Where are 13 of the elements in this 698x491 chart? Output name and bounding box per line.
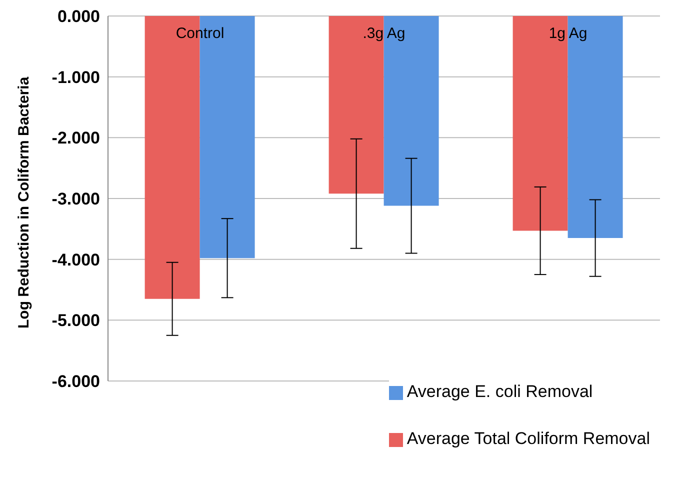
legend-label: Average E. coli Removal xyxy=(406,382,593,401)
y-tick-label: -5.000 xyxy=(52,311,100,330)
x-tick-label: .3g Ag xyxy=(362,25,406,42)
y-tick-label: -3.000 xyxy=(52,190,100,209)
y-tick-label: 0.000 xyxy=(57,7,100,26)
y-tick-label: -1.000 xyxy=(52,68,100,87)
x-tick-label: 1g Ag xyxy=(548,25,588,42)
y-tick-label: -2.000 xyxy=(52,128,100,148)
y-axis-title: Log Reduction in Coliform Bacteria xyxy=(15,76,32,328)
y-tick-label: -6.000 xyxy=(52,372,100,392)
legend-label: Average Total Coliform Removal xyxy=(406,429,650,448)
x-tick-label: Control xyxy=(176,25,224,42)
y-tick-label: -4.000 xyxy=(52,250,100,270)
